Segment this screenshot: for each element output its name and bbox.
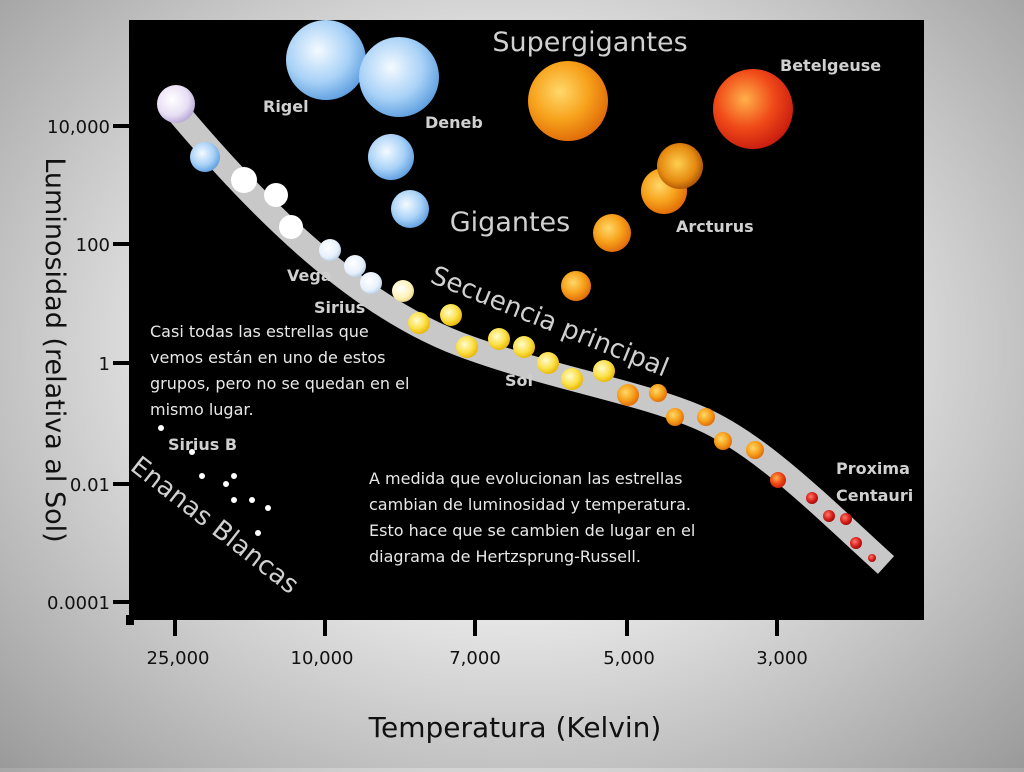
betelgeuse-label: Betelgeuse: [780, 56, 881, 75]
main-sequence-star: [157, 85, 195, 123]
centauri-label: Centauri: [836, 486, 913, 505]
proxima-centauri-star: [868, 554, 876, 562]
red-dwarf-star: [806, 492, 818, 504]
note-line: cambian de luminosidad y temperatura.: [369, 495, 691, 514]
sol-label: Sol: [505, 371, 533, 390]
y-tick-label: 100: [76, 235, 110, 256]
y-tick-label: 1: [99, 354, 110, 375]
main-sequence-star: [456, 336, 478, 358]
main-sequence-star: [666, 408, 684, 426]
y-tick-label: 0.0001: [47, 593, 110, 614]
main-sequence-star: [746, 441, 764, 459]
sirius-star: [360, 272, 382, 294]
white-dwarf-star: [189, 449, 195, 455]
y-tick-label: 10,000: [47, 117, 110, 138]
betelgeuse-star: [713, 69, 793, 149]
deneb-label: Deneb: [425, 113, 483, 132]
x-axis-title: Temperatura (Kelvin): [368, 711, 662, 744]
note-line: grupos, pero no se quedan en el: [150, 374, 409, 393]
sirius-b-label: Sirius B: [168, 435, 237, 454]
note-line: vemos están en uno de estos: [150, 348, 385, 367]
main-sequence-star: [408, 312, 430, 334]
supergiant-orange-star: [528, 61, 608, 141]
main-sequence-star: [593, 360, 615, 382]
white-dwarf-star: [199, 473, 205, 479]
arcturus-star: [657, 143, 703, 189]
main-sequence-star: [537, 352, 559, 374]
note-evolution-groups: Casi todas las estrellas que vemos están…: [150, 322, 409, 419]
arcturus-label: Arcturus: [676, 217, 754, 236]
note-evolution-movement: A medida que evolucionan las estrellas c…: [369, 469, 695, 566]
x-tick-label: 7,000: [449, 648, 501, 669]
white-dwarf-star: [223, 481, 229, 487]
white-dwarf-star: [158, 425, 164, 431]
note-line: mismo lugar.: [150, 400, 254, 419]
vega-label: Vega: [287, 266, 332, 285]
orange-giant-star: [593, 214, 631, 252]
white-dwarf-stars: [158, 425, 271, 536]
main-sequence-star: [264, 183, 288, 207]
white-dwarf-star: [231, 473, 237, 479]
red-dwarf-star: [840, 513, 852, 525]
main-sequence-star: [617, 384, 639, 406]
rigel-star: [286, 20, 366, 100]
sirius-label: Sirius: [314, 298, 365, 317]
main-sequence-star: [344, 255, 366, 277]
red-dwarf-star: [850, 537, 862, 549]
main-sequence-star: [488, 328, 510, 350]
y-axis-end: [126, 615, 134, 625]
x-tick-label: 3,000: [756, 648, 808, 669]
main-sequence-star: [231, 167, 257, 193]
main-sequence-star: [513, 336, 535, 358]
giants-label: Gigantes: [450, 207, 571, 238]
y-tick-label: 0.01: [70, 475, 110, 496]
x-tick-label: 5,000: [603, 648, 655, 669]
main-sequence-star: [279, 215, 303, 239]
vega-star: [319, 239, 341, 261]
blue-giant-star: [391, 190, 429, 228]
supergiants-label: Supergigantes: [492, 27, 687, 58]
white-dwarf-star: [265, 505, 271, 511]
main-sequence-star: [392, 280, 414, 302]
main-sequence-star: [770, 472, 786, 488]
x-tick-label: 25,000: [147, 648, 210, 669]
main-sequence-star: [190, 142, 220, 172]
sol-star: [561, 368, 583, 390]
white-dwarf-star: [255, 530, 261, 536]
main-sequence-star: [714, 432, 732, 450]
y-axis-title: Luminosidad (relativa al Sol): [39, 157, 70, 542]
note-line: diagrama de Hertzsprung-Russell.: [369, 547, 641, 566]
plot-panel: [129, 20, 924, 620]
white-dwarf-star: [249, 497, 255, 503]
main-sequence-star: [697, 408, 715, 426]
white-dwarf-star: [231, 497, 237, 503]
note-line: A medida que evolucionan las estrellas: [369, 469, 682, 488]
main-sequence-star: [440, 304, 462, 326]
blue-giant-star: [368, 134, 414, 180]
note-line: Casi todas las estrellas que: [150, 322, 369, 341]
rigel-label: Rigel: [263, 97, 309, 116]
red-dwarf-star: [823, 510, 835, 522]
main-sequence-star: [649, 384, 667, 402]
deneb-star: [359, 37, 439, 117]
orange-giant-star: [561, 271, 591, 301]
note-line: Esto hace que se cambien de lugar en el: [369, 521, 695, 540]
proxima-label: Proxima: [836, 459, 910, 478]
x-tick-label: 10,000: [291, 648, 354, 669]
